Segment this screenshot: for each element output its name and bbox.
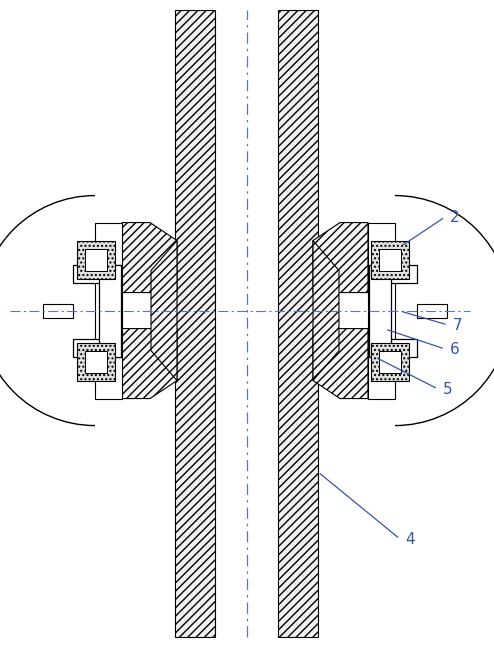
Bar xyxy=(369,265,417,283)
Bar xyxy=(85,351,107,373)
Polygon shape xyxy=(122,223,177,292)
Polygon shape xyxy=(151,241,177,380)
Text: 2: 2 xyxy=(450,210,459,225)
Bar xyxy=(371,342,409,380)
Bar xyxy=(85,248,107,270)
Bar xyxy=(43,303,73,318)
Polygon shape xyxy=(313,329,368,399)
Bar xyxy=(77,342,115,380)
Bar xyxy=(73,265,121,283)
Bar xyxy=(368,223,395,399)
Bar xyxy=(77,241,115,279)
Bar xyxy=(371,241,409,279)
Polygon shape xyxy=(313,223,368,292)
Bar xyxy=(99,265,121,356)
Bar xyxy=(379,351,401,373)
Bar xyxy=(379,248,401,270)
Text: 4: 4 xyxy=(405,531,414,547)
Bar xyxy=(278,10,318,637)
Bar xyxy=(417,303,447,318)
Bar xyxy=(95,223,122,399)
Bar xyxy=(175,10,215,637)
Bar xyxy=(369,338,417,356)
Bar xyxy=(369,265,391,356)
Text: 6: 6 xyxy=(450,342,460,356)
Text: 7: 7 xyxy=(453,318,462,333)
Polygon shape xyxy=(122,329,177,399)
Bar xyxy=(73,338,121,356)
Text: 5: 5 xyxy=(443,382,453,397)
Polygon shape xyxy=(313,241,339,380)
